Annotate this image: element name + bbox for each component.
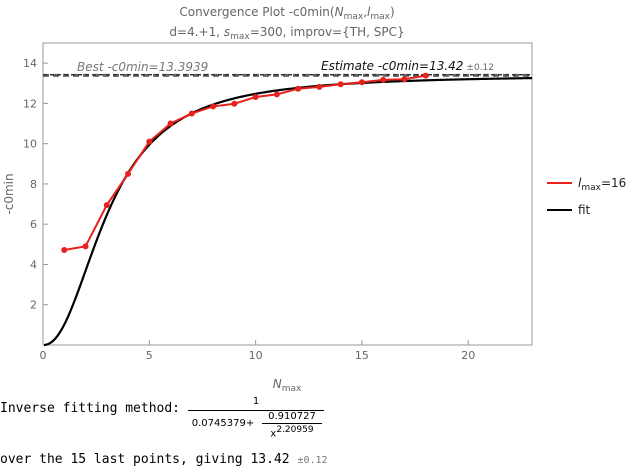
fit-formula: 1 0.0745379+ 0.910727 x2.20959 bbox=[188, 396, 324, 440]
chart-title: Convergence Plot -c0min(Nmax,lmax) bbox=[179, 5, 394, 22]
formula-inner-denominator: x2.20959 bbox=[270, 425, 314, 440]
formula-fraction-bar bbox=[188, 410, 324, 411]
lmax-data-point bbox=[103, 202, 110, 209]
legend: lmax=16 fit bbox=[547, 176, 626, 217]
x-tick-label: 15 bbox=[355, 349, 369, 362]
lmax-data-point bbox=[125, 170, 132, 177]
y-tick-label: 4 bbox=[30, 258, 37, 271]
best-label: Best -c0min=13.3939 bbox=[77, 60, 208, 74]
y-tick-label: 6 bbox=[30, 218, 37, 231]
lmax-data-point bbox=[82, 243, 89, 250]
chart-subtitle: d=4.+1, smax=300, improv={TH, SPC} bbox=[169, 25, 404, 42]
x-axis-label: Nmax bbox=[273, 377, 302, 394]
lmax-data-point bbox=[273, 91, 280, 98]
lmax-data-point bbox=[61, 246, 68, 253]
fit-curve bbox=[43, 76, 533, 347]
lmax-series-line bbox=[64, 74, 426, 251]
lmax-data-point bbox=[231, 100, 238, 107]
lmax-data-point bbox=[401, 76, 408, 83]
y-tick-label: 2 bbox=[30, 299, 37, 312]
fit-method-label: Inverse fitting method: bbox=[0, 401, 181, 416]
legend-label-fit: fit bbox=[578, 203, 591, 217]
fit-summary: over the 15 last points, giving 13.42 ±0… bbox=[0, 452, 328, 467]
y-axis-label: -c0min bbox=[2, 173, 16, 214]
lmax-data-point bbox=[167, 120, 174, 127]
series-layer bbox=[43, 72, 533, 347]
formula-inner-bar bbox=[262, 423, 322, 424]
lmax-data-point bbox=[295, 85, 302, 92]
lmax-data-point bbox=[380, 76, 387, 83]
lmax-data-point bbox=[358, 79, 365, 86]
estimate-label: Estimate -c0min=13.42 ±0.12 bbox=[321, 59, 494, 73]
lmax-data-point bbox=[252, 93, 259, 100]
plot-frame bbox=[42, 42, 533, 346]
lmax-data-point bbox=[316, 83, 323, 90]
y-tick-label: 14 bbox=[23, 57, 37, 70]
y-tick-label: 10 bbox=[23, 138, 37, 151]
x-tick-label: 20 bbox=[461, 349, 475, 362]
x-tick-label: 10 bbox=[249, 349, 263, 362]
formula-numerator: 1 bbox=[252, 396, 260, 407]
x-tick-label: 0 bbox=[40, 349, 47, 362]
lmax-data-point bbox=[146, 138, 153, 145]
formula-inner-numerator: 0.910727 bbox=[268, 411, 316, 422]
convergence-chart: Convergence Plot -c0min(Nmax,lmax) d=4.+… bbox=[2, 5, 626, 394]
formula-denominator-a: 0.0745379+ bbox=[191, 418, 255, 429]
x-tick-label: 5 bbox=[146, 349, 153, 362]
lmax-data-point bbox=[188, 110, 195, 117]
lmax-data-point bbox=[337, 81, 344, 88]
y-tick-label: 8 bbox=[30, 178, 37, 191]
lmax-data-point bbox=[422, 72, 429, 79]
legend-label-lmax: lmax=16 bbox=[578, 176, 626, 193]
axis-ticks: 0 5 10 15 20 2 4 6 8 10 12 14 bbox=[23, 57, 475, 362]
y-tick-label: 12 bbox=[23, 97, 37, 110]
lmax-data-point bbox=[210, 103, 217, 110]
reference-lines bbox=[43, 73, 532, 77]
